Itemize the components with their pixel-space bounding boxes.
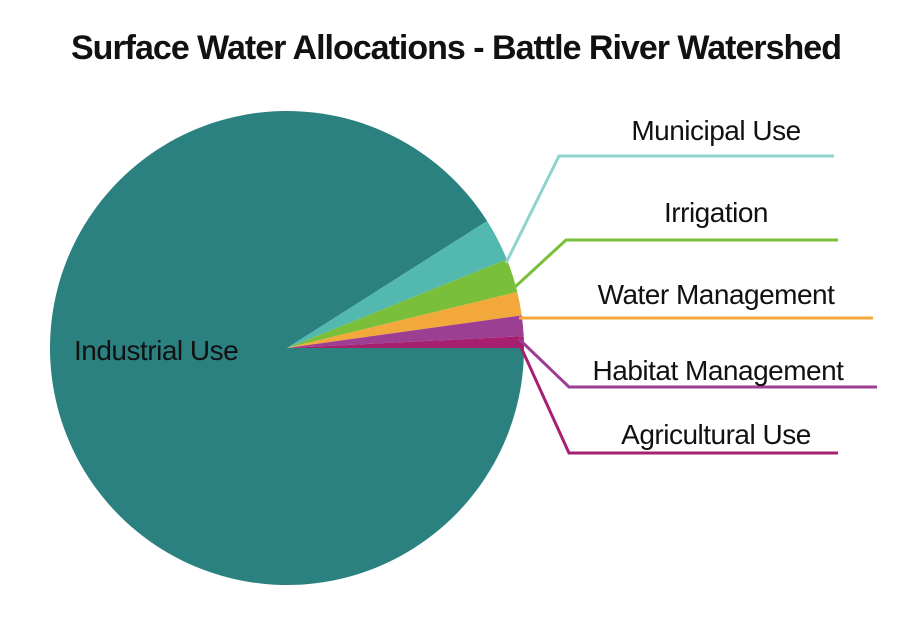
slice-label-irrigation: Irrigation — [664, 197, 768, 228]
leader-line-agricultural-use — [518, 344, 838, 455]
leader-line-irrigation — [513, 238, 838, 289]
slice-label-water-management: Water Management — [598, 279, 836, 310]
slice-label-agricultural-use: Agricultural Use — [621, 419, 811, 450]
pie-slice-habitat-management — [287, 315, 524, 348]
leader-lines — [504, 154, 877, 455]
leader-line-habitat-management — [517, 337, 877, 389]
pie-slices — [49, 110, 524, 585]
slice-label-industrial-use: Industrial Use — [74, 335, 238, 366]
pie-slice-irrigation — [287, 259, 518, 348]
pie-slice-municipal-use — [287, 221, 507, 348]
pie-slice-water-management — [287, 291, 522, 348]
chart-title: Surface Water Allocations - Battle River… — [71, 29, 841, 67]
pie-slice-industrial-use — [49, 110, 524, 585]
slice-label-municipal-use: Municipal Use — [631, 115, 800, 146]
leader-line-municipal-use — [504, 154, 834, 264]
slice-label-habitat-management: Habitat Management — [593, 355, 845, 386]
pie-slice-agricultural-use — [287, 336, 524, 348]
